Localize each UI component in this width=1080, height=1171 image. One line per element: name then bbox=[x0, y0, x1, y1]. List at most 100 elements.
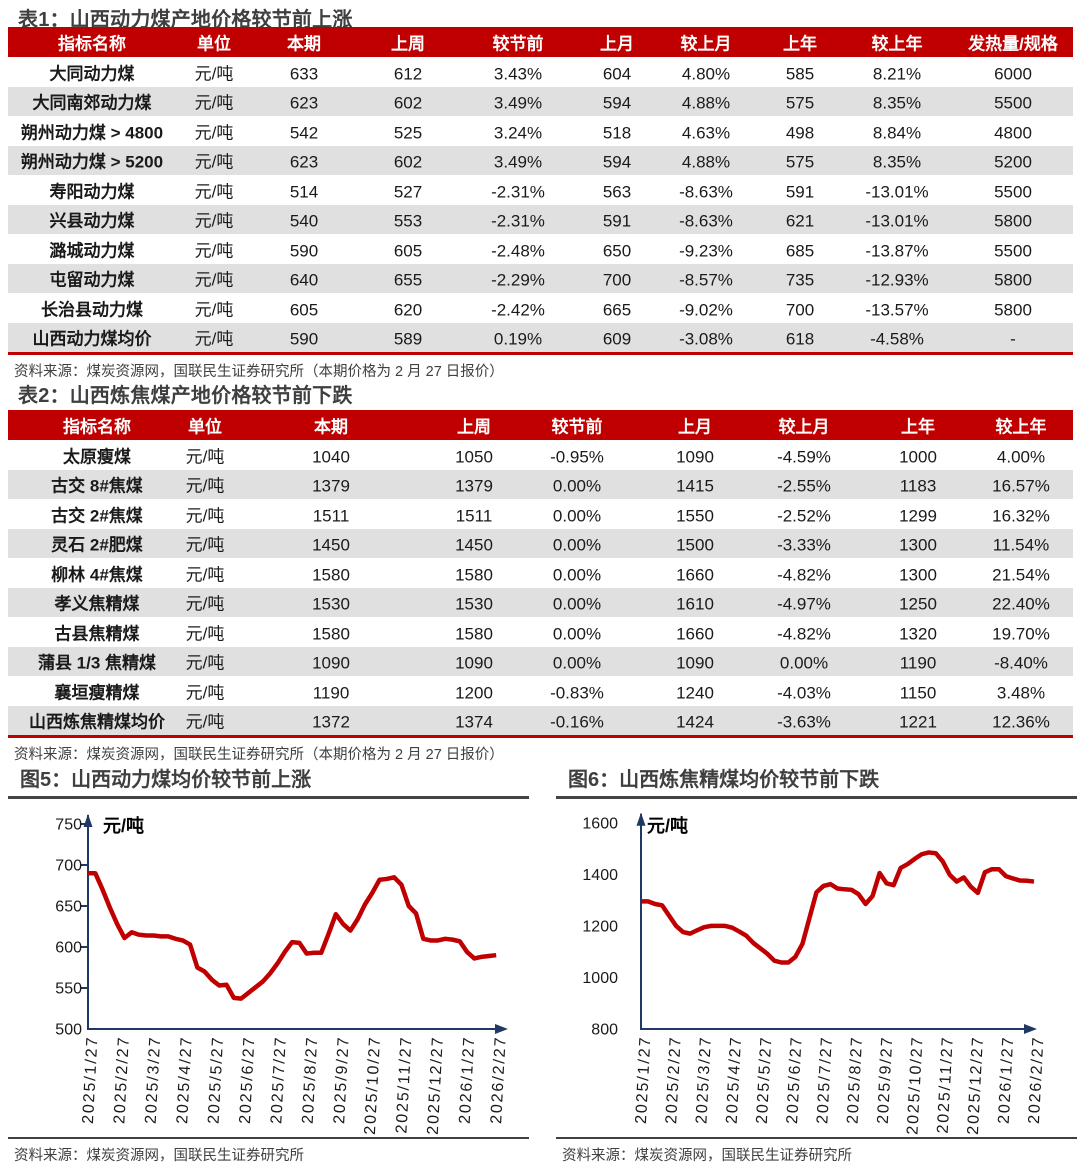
x-tick-label: 2025/1/27 bbox=[80, 1035, 102, 1124]
x-tick-label: 2025/9/27 bbox=[331, 1035, 353, 1124]
x-tick-label: 2025/3/27 bbox=[143, 1035, 165, 1124]
table-cell: -12.93% bbox=[865, 270, 929, 290]
table-row: 长治县动力煤 元/吨 605 620 -2.42% 665 -9.02% 700 -13.57%… bbox=[8, 293, 1073, 323]
table-cell: 553 bbox=[393, 211, 423, 231]
table-cell: 元/吨 bbox=[194, 123, 234, 143]
table-cell: 655 bbox=[393, 270, 423, 290]
table2-source: 资料来源：煤炭资源网，国联民生证券研究所（本期价格为 2 月 27 日报价） bbox=[14, 747, 504, 763]
table-cell: 21.54% bbox=[992, 565, 1050, 585]
column-header: 本期 bbox=[287, 34, 321, 54]
table-cell: -8.63% bbox=[679, 211, 733, 231]
column-header: 本期 bbox=[314, 417, 348, 437]
x-tick-label: 2025/6/27 bbox=[784, 1035, 806, 1124]
table-cell: 3.49% bbox=[493, 152, 543, 172]
table-cell: 元/吨 bbox=[194, 241, 234, 261]
table-row: 寿阳动力煤 元/吨 514 527 -2.31% 563 -8.63% 591 -13.01% 5… bbox=[8, 175, 1073, 205]
x-tick-label: 2025/10/27 bbox=[362, 1035, 384, 1135]
table-cell: -8.40% bbox=[994, 653, 1048, 673]
table-cell: 609 bbox=[602, 329, 632, 349]
figure-6-title: 图6：山西炼焦精煤均价较节前下跌 bbox=[556, 765, 1077, 799]
table-cell: 古交 8#焦煤 bbox=[51, 476, 143, 496]
table-cell: 1511 bbox=[312, 506, 350, 526]
table-cell: 1300 bbox=[899, 535, 937, 555]
table-cell: 540 bbox=[289, 211, 319, 231]
x-axis-arrow bbox=[1024, 1024, 1037, 1034]
y-tick-label: 650 bbox=[55, 899, 82, 916]
table-row: 山西炼焦精煤均价 元/吨 1372 1374 -0.16% 1424 -3.63% 1221 1… bbox=[8, 705, 1073, 735]
x-tick-label: 2025/11/27 bbox=[935, 1035, 957, 1134]
table-cell: -4.82% bbox=[777, 565, 831, 585]
x-tick-label: 2025/12/27 bbox=[425, 1035, 447, 1135]
table-row: 灵石 2#肥煤 元/吨 1450 1450 0.00% 1500 -3.33% 1300 11.… bbox=[8, 528, 1073, 558]
table-cell: -9.02% bbox=[679, 300, 733, 320]
column-header: 上年 bbox=[783, 34, 817, 54]
column-header: 较节前 bbox=[551, 417, 603, 437]
table-cell: 1090 bbox=[676, 653, 714, 673]
table-cell: 1320 bbox=[899, 624, 937, 644]
table-cell: 1190 bbox=[899, 653, 937, 673]
table-cell: 朔州动力煤 > 4800 bbox=[20, 123, 164, 143]
table-cell: 3.48% bbox=[996, 683, 1046, 703]
x-tick-label: 2025/2/27 bbox=[111, 1035, 133, 1124]
table-cell: 1450 bbox=[312, 535, 350, 555]
table-cell: 3.24% bbox=[493, 123, 543, 143]
table-cell: 700 bbox=[785, 300, 815, 320]
table-cell: 0.00% bbox=[552, 506, 602, 526]
table-cell: 589 bbox=[393, 329, 423, 349]
table-cell: 1500 bbox=[676, 535, 714, 555]
table-cell: 12.36% bbox=[992, 712, 1050, 732]
table-cell: 1530 bbox=[312, 594, 350, 614]
table-cell: 5200 bbox=[994, 152, 1032, 172]
table-cell: 元/吨 bbox=[194, 329, 234, 349]
column-header: 上月 bbox=[678, 417, 712, 437]
price-line-series bbox=[88, 870, 497, 1001]
table-cell: -2.31% bbox=[491, 211, 545, 231]
table-cell: 元/吨 bbox=[185, 476, 225, 496]
x-tick-label: 2025/5/27 bbox=[205, 1035, 227, 1124]
table-cell: 兴县动力煤 bbox=[49, 211, 135, 231]
table-cell: 22.40% bbox=[992, 594, 1050, 614]
table-row: 襄垣瘦精煤 元/吨 1190 1200 -0.83% 1240 -4.03% 1150 3.48… bbox=[8, 676, 1073, 706]
table-cell: 525 bbox=[393, 123, 423, 143]
y-tick-label: 800 bbox=[591, 1022, 618, 1039]
table-cell: 1580 bbox=[312, 565, 350, 585]
figure-6-chart: 800 1000 1200 1400 1600 2025/1/27 2025/2/27 202… bbox=[582, 812, 1047, 1135]
x-tick-label: 2025/10/27 bbox=[904, 1035, 926, 1135]
x-tick-label: 2026/1/27 bbox=[457, 1035, 479, 1124]
table-cell: - bbox=[1010, 329, 1016, 349]
table-cell: 1050 bbox=[455, 447, 493, 467]
table-row: 兴县动力煤 元/吨 540 553 -2.31% 591 -8.63% 621 -13.01% 5… bbox=[8, 204, 1073, 234]
column-header: 较上年 bbox=[871, 34, 923, 54]
column-header: 上周 bbox=[391, 34, 425, 54]
y-axis-arrow bbox=[83, 814, 93, 827]
table-cell: 590 bbox=[289, 329, 319, 349]
table-cell: -0.83% bbox=[550, 683, 604, 703]
table-cell: -4.97% bbox=[777, 594, 831, 614]
table-cell: 襄垣瘦精煤 bbox=[54, 683, 140, 703]
y-tick-label: 500 bbox=[55, 1022, 82, 1039]
table-cell: -13.01% bbox=[865, 182, 929, 202]
table-cell: 元/吨 bbox=[185, 447, 225, 467]
table-cell: 元/吨 bbox=[194, 211, 234, 231]
table-cell: 古交 2#焦煤 bbox=[51, 506, 143, 526]
table-cell: 1300 bbox=[899, 565, 937, 585]
table-cell: -4.59% bbox=[777, 447, 831, 467]
table-cell: -8.63% bbox=[679, 182, 733, 202]
table-cell: -13.01% bbox=[865, 211, 929, 231]
table-cell: 8.21% bbox=[872, 64, 922, 84]
table-cell: 0.00% bbox=[552, 535, 602, 555]
table-cell: 735 bbox=[785, 270, 815, 290]
table-cell: -2.55% bbox=[777, 476, 831, 496]
column-header: 发热量/规格 bbox=[968, 34, 1058, 54]
table-cell: 寿阳动力煤 bbox=[49, 182, 135, 202]
column-header: 指标名称 bbox=[58, 34, 126, 54]
table-cell: 527 bbox=[393, 182, 423, 202]
table-cell: 605 bbox=[289, 300, 319, 320]
table-cell: 孝义焦精煤 bbox=[54, 594, 140, 614]
table-cell: -3.63% bbox=[777, 712, 831, 732]
table-cell: 元/吨 bbox=[185, 624, 225, 644]
table-cell: 1000 bbox=[899, 447, 937, 467]
table-cell: 朔州动力煤 > 5200 bbox=[20, 152, 164, 172]
table1-header-row: 指标名称 单位 本期 上周 较节前 上月 较上月 上年 较上年 发热量/规格 bbox=[8, 27, 1073, 57]
table-cell: 1200 bbox=[455, 683, 493, 703]
